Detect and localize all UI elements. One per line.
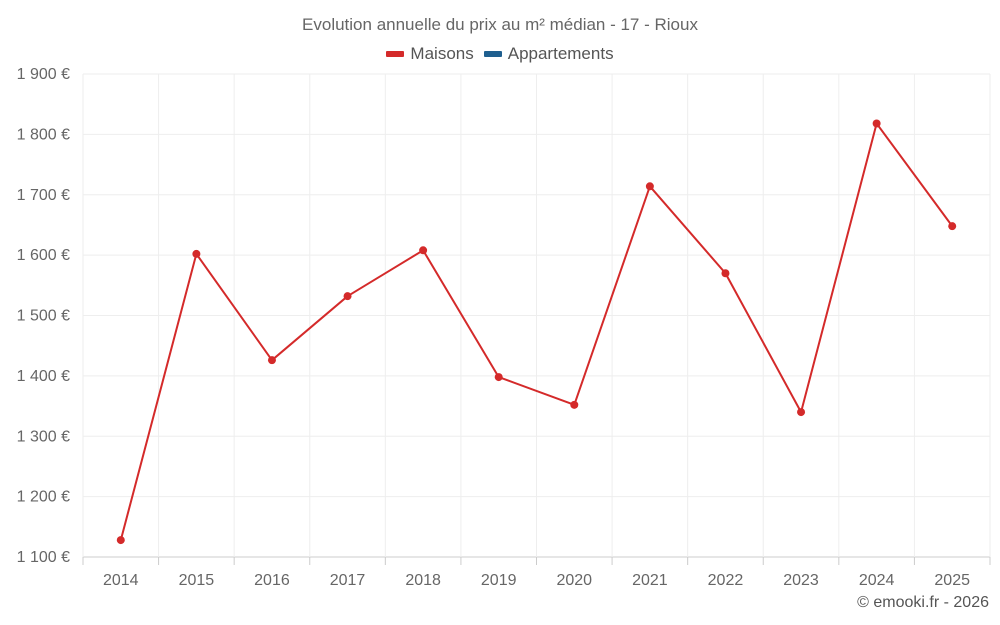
x-tick-label: 2014 [103,572,139,589]
data-point [872,119,881,128]
data-point [570,400,579,409]
chart-title: Evolution annuelle du prix au m² médian … [302,15,698,34]
data-point [192,249,201,258]
legend-swatch-maisons [386,51,405,57]
data-point [797,408,806,417]
data-point [494,373,503,382]
x-tick-label: 2016 [254,572,290,589]
x-tick-label: 2023 [783,572,819,589]
y-tick-label: 1 400 € [17,368,70,385]
x-tick-label: 2021 [632,572,668,589]
legend-swatch-appartements [483,51,502,57]
y-tick-label: 1 300 € [17,428,70,445]
data-point [267,356,276,365]
data-point [721,269,730,278]
y-tick-label: 1 200 € [17,489,70,506]
x-tick-label: 2024 [859,572,895,589]
data-point [116,536,125,545]
legend-label-maisons: Maisons [410,44,474,63]
x-tick-label: 2022 [708,572,744,589]
y-tick-label: 1 900 € [17,66,70,83]
x-tick-label: 2015 [179,572,215,589]
data-point [419,246,428,255]
y-tick-label: 1 700 € [17,187,70,204]
data-point [343,292,352,301]
legend-item-maisons[interactable]: Maisons [386,44,474,64]
x-tick-label: 2019 [481,572,517,589]
legend-label-appartements: Appartements [507,44,614,63]
x-tick-label: 2025 [934,572,970,589]
legend-item-appartements[interactable]: Appartements [483,44,614,64]
x-tick-label: 2018 [405,572,441,589]
y-tick-label: 1 600 € [17,247,70,264]
data-point [645,182,654,191]
copyright-credit: © emooki.fr - 2026 [857,594,989,611]
data-point [948,222,957,231]
series-line-maisons [119,122,954,541]
y-tick-label: 1 800 € [17,126,70,143]
y-tick-label: 1 100 € [17,549,70,566]
legend: Maisons Appartements [0,44,1000,64]
x-tick-label: 2017 [330,572,366,589]
y-tick-label: 1 500 € [17,308,70,325]
x-tick-label: 2020 [556,572,592,589]
